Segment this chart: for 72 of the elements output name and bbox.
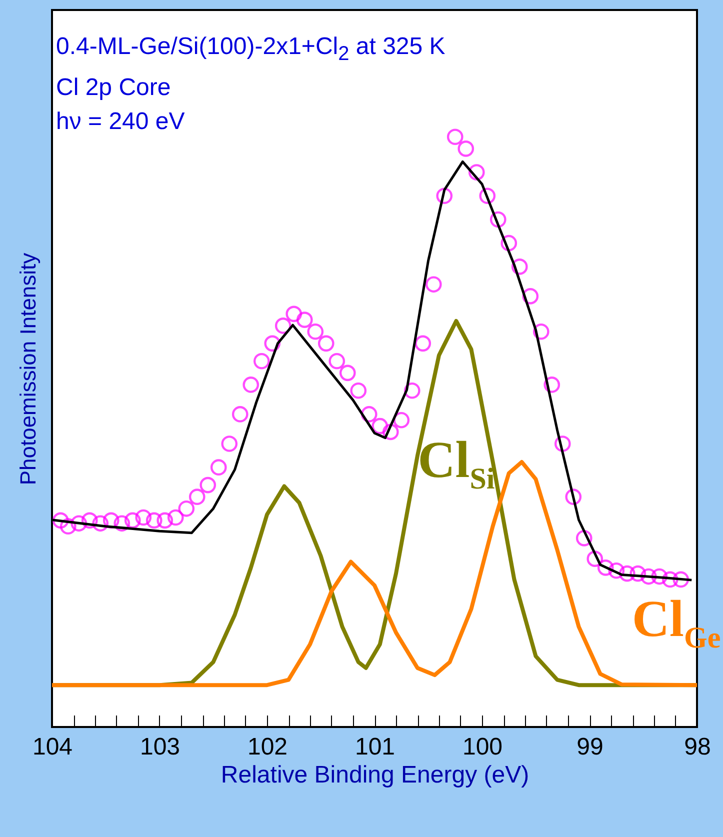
point: [522, 288, 539, 304]
point: [393, 412, 410, 428]
point: [618, 565, 636, 582]
point: [414, 335, 432, 352]
y-axis-title: Photoemission Intensity: [16, 252, 40, 486]
point: [597, 560, 614, 576]
point: [167, 509, 184, 526]
point: [81, 512, 98, 529]
point: [296, 312, 313, 328]
point: [360, 406, 378, 422]
text: hν = 240 eV: [56, 106, 186, 137]
x-tick-label: 104: [32, 734, 73, 760]
x-tick-label: 99: [576, 734, 604, 760]
point: [242, 376, 260, 393]
point: [178, 500, 195, 517]
point: [60, 518, 76, 535]
point: [146, 512, 162, 529]
text: 0.4-ML-Ge/Si(100)-2x1+Cl$_{2}$ at 325 K: [56, 32, 446, 67]
point: [382, 424, 399, 440]
point: [672, 571, 690, 588]
point: [468, 164, 485, 180]
point: [554, 436, 571, 452]
point: [114, 515, 130, 532]
point: [221, 436, 238, 452]
point: [490, 211, 506, 228]
point: [200, 476, 216, 494]
point: [640, 568, 657, 585]
point: [544, 376, 560, 393]
x-tick-label: 100: [462, 734, 503, 760]
x-tick-label: 98: [684, 734, 711, 760]
point: [576, 530, 592, 546]
point: [565, 488, 582, 506]
point: [372, 418, 388, 434]
point: [188, 488, 206, 506]
point: [286, 306, 302, 322]
x-tick-label: 103: [140, 734, 180, 760]
point: [274, 318, 292, 334]
x-tick-label: 102: [247, 734, 288, 760]
point: [586, 550, 604, 567]
point: [264, 335, 281, 352]
point: [350, 382, 367, 399]
point: [436, 188, 453, 204]
point: [124, 512, 141, 529]
x-axis-title: Relative Binding Energy (eV): [220, 762, 530, 788]
point: [328, 352, 346, 370]
point: [479, 188, 496, 204]
point: [651, 568, 668, 585]
point: [458, 140, 474, 157]
point: [102, 512, 120, 529]
point: [232, 406, 248, 422]
point: [339, 364, 356, 382]
point: [253, 352, 270, 370]
point: [52, 512, 69, 529]
point: [70, 515, 88, 532]
point: [307, 323, 324, 340]
point: [662, 571, 678, 588]
point: [446, 128, 464, 146]
x-tick-label: 101: [354, 734, 396, 760]
point: [500, 234, 518, 252]
point: [608, 562, 625, 579]
point: [92, 515, 109, 532]
point: [210, 459, 227, 476]
point: [156, 512, 174, 529]
point: [425, 276, 442, 293]
point: [135, 509, 152, 526]
point: [630, 565, 646, 582]
text: Cl 2p Core: [56, 72, 172, 103]
point: [532, 323, 550, 340]
series-label: Cl$_{Si}$: [418, 430, 495, 496]
point: [511, 258, 528, 275]
point: [404, 382, 420, 399]
point: [318, 335, 334, 352]
